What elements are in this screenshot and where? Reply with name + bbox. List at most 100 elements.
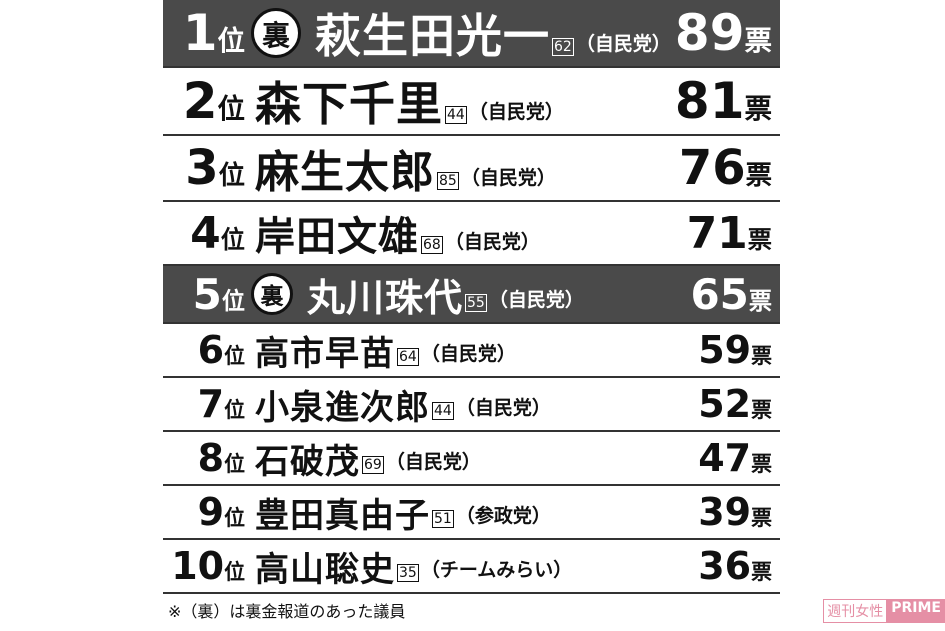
rank: 10位 [163, 544, 245, 588]
votes: 52票 [698, 382, 772, 426]
age: 64 [397, 348, 419, 366]
rank-unit: 位 [217, 93, 246, 125]
votes: 81票 [675, 72, 772, 130]
table-row: 6位 高市早苗 64 （自民党） 59票 [163, 324, 780, 378]
votes-unit: 票 [751, 398, 772, 422]
name: 高山聡史 [255, 549, 395, 590]
votes: 71票 [687, 208, 772, 259]
votes-unit: 票 [744, 25, 773, 57]
votes-unit: 票 [751, 506, 772, 530]
rank-unit: 位 [224, 560, 245, 584]
table-row: 1位裏萩生田光一 62 （自民党） 89票 [163, 0, 780, 68]
age: 35 [397, 564, 419, 582]
party: （自民党） [444, 231, 540, 253]
rank-number: 10 [171, 544, 225, 588]
votes-unit: 票 [744, 93, 773, 125]
rank-number: 2 [182, 72, 218, 130]
votes: 36票 [698, 544, 772, 588]
age: 51 [432, 510, 454, 528]
votes: 89票 [675, 4, 772, 62]
rank: 5位 [163, 270, 245, 319]
table-row: 2位 森下千里 44 （自民党） 81票 [163, 68, 780, 136]
table-row: 7位 小泉進次郎 44 （自民党） 52票 [163, 378, 780, 432]
rank-unit: 位 [220, 225, 245, 254]
table-row: 10位 高山聡史 35 （チームみらい） 36票 [163, 540, 780, 594]
rank-unit: 位 [224, 506, 245, 530]
rank: 1位 [163, 4, 245, 62]
rank-unit: 位 [224, 452, 245, 476]
votes-unit: 票 [751, 344, 772, 368]
name: 森下千里 [255, 77, 443, 131]
rank-number: 8 [197, 436, 225, 480]
table-row: 5位裏丸川珠代 55 （自民党） 65票 [163, 266, 780, 324]
name: 萩生田光一 [315, 9, 550, 63]
votes-number: 71 [686, 207, 748, 259]
rank: 9位 [163, 490, 245, 534]
votes-unit: 票 [751, 560, 772, 584]
mark-badge: 裏 [251, 273, 293, 315]
rank-unit: 位 [221, 288, 245, 315]
party: （参政党） [455, 505, 551, 527]
name: 岸田文雄 [255, 214, 419, 260]
votes-number: 76 [678, 140, 746, 196]
votes-number: 59 [698, 328, 752, 372]
name: 丸川珠代 [307, 275, 464, 320]
table-row: 4位 岸田文雄 68 （自民党） 71票 [163, 202, 780, 266]
footnote: ※（裏）は裏金報道のあった議員 [168, 602, 406, 621]
votes: 76票 [679, 140, 772, 196]
table-row: 3位 麻生太郎 85 （自民党） 76票 [163, 136, 780, 202]
votes-unit: 票 [748, 288, 772, 315]
age: 44 [432, 402, 454, 420]
rank-number: 7 [197, 382, 225, 426]
party: （自民党） [460, 167, 556, 189]
watermark-suffix: PRIME [887, 599, 945, 623]
votes-unit: 票 [745, 160, 772, 191]
rank: 4位 [163, 208, 245, 259]
name: 麻生太郎 [255, 147, 435, 198]
mark-badge: 裏 [251, 8, 301, 58]
table-row: 8位 石破茂 69 （自民党） 47票 [163, 432, 780, 486]
votes-number: 81 [674, 72, 745, 130]
rank: 8位 [163, 436, 245, 480]
rank: 3位 [163, 140, 245, 196]
votes-number: 65 [690, 269, 749, 319]
rank-number: 3 [185, 140, 219, 196]
rank-number: 5 [192, 269, 222, 319]
rank-unit: 位 [224, 344, 245, 368]
name: 豊田真由子 [255, 495, 430, 536]
votes-number: 52 [698, 382, 752, 426]
votes: 65票 [690, 270, 772, 319]
votes: 47票 [698, 436, 772, 480]
name: 石破茂 [255, 441, 360, 482]
rank: 6位 [163, 328, 245, 372]
votes-number: 36 [698, 544, 752, 588]
votes: 59票 [698, 328, 772, 372]
rank-unit: 位 [224, 398, 245, 422]
votes-number: 89 [674, 4, 745, 62]
age: 55 [465, 294, 487, 312]
votes: 39票 [698, 490, 772, 534]
rank-number: 1 [182, 4, 218, 62]
votes-unit: 票 [747, 225, 772, 254]
age: 44 [445, 106, 467, 124]
rank-number: 4 [190, 207, 221, 259]
rank: 2位 [163, 72, 245, 130]
age: 85 [437, 172, 459, 190]
votes-number: 47 [698, 436, 752, 480]
age: 62 [552, 38, 574, 56]
party: （自民党） [575, 33, 671, 55]
rank-unit: 位 [218, 160, 245, 191]
age: 68 [421, 236, 443, 254]
party: （自民党） [420, 343, 516, 365]
votes-unit: 票 [751, 452, 772, 476]
rank-unit: 位 [217, 25, 246, 57]
name: 高市早苗 [255, 333, 395, 374]
rank-number: 6 [197, 328, 225, 372]
name: 小泉進次郎 [255, 387, 430, 428]
votes-number: 39 [698, 490, 752, 534]
age: 69 [362, 456, 384, 474]
watermark: 週刊女性 PRIME [823, 599, 945, 623]
rank-number: 9 [197, 490, 225, 534]
party: （自民党） [385, 451, 481, 473]
table-row: 9位 豊田真由子 51 （参政党） 39票 [163, 486, 780, 540]
